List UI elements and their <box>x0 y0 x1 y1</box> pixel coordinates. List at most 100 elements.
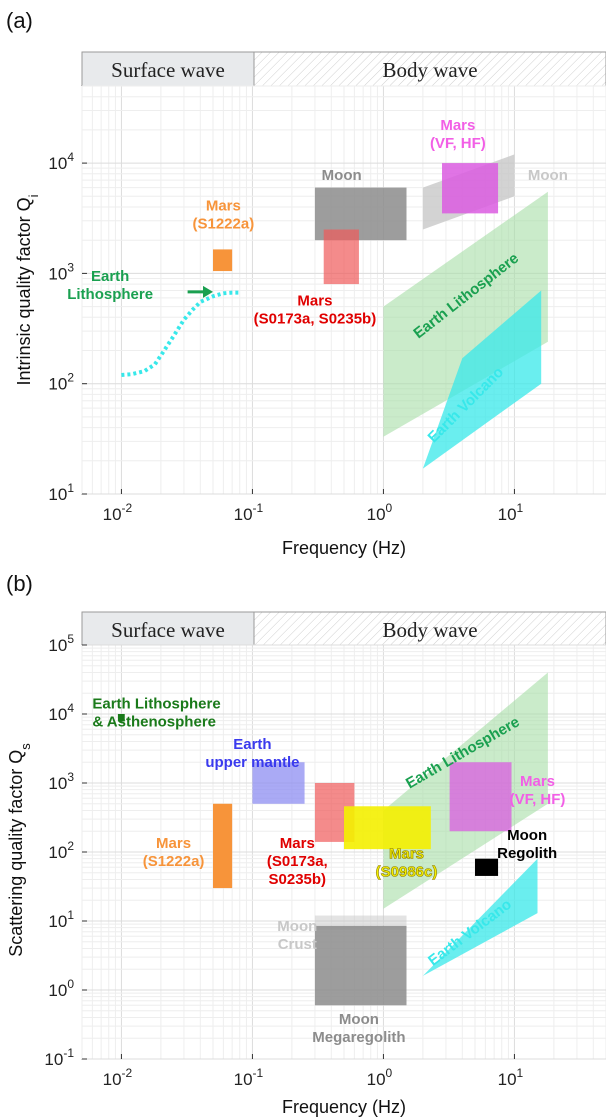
p0-y-tick-exp: 3 <box>67 260 74 274</box>
p1-y-tick-label: 103 <box>48 770 74 793</box>
x-axis-title-b: Frequency (Hz) <box>282 1097 406 1117</box>
p1-annotation-line: Regolith <box>497 845 557 862</box>
p0-x-tick-label: 101 <box>498 501 524 524</box>
p1-y-tick-label: 102 <box>48 839 74 862</box>
p1-y-tick-base: 10 <box>48 912 67 931</box>
p1-annotation-label: Mars (VF, HF) <box>510 773 566 808</box>
y-axis-title-b-main: Scattering quality factor Q <box>6 750 26 957</box>
p1-annotation-line: Moon <box>277 918 317 935</box>
p1-x-tick-label: 101 <box>498 1066 524 1089</box>
p1-x-tick-base: 10 <box>498 1070 517 1089</box>
data-marks-b <box>117 672 548 1006</box>
p1-y-tick-exp: 0 <box>67 977 74 991</box>
y-axis-title-b-sub: s <box>18 743 33 750</box>
p1-mars-vf-hf <box>449 762 512 832</box>
p1-y-tick-exp: 3 <box>67 770 74 784</box>
p1-annotation-line: upper mantle <box>205 754 299 771</box>
p0-annotation-line: (VF, HF) <box>430 135 486 152</box>
p1-x-tick-label: 10-2 <box>103 1066 133 1089</box>
surface-wave-label: Surface wave <box>111 58 225 82</box>
body-wave-band <box>253 51 606 87</box>
p1-annotation-line: (S1222a) <box>143 853 205 870</box>
p0-x-tick-base: 10 <box>498 505 517 524</box>
p1-y-tick-exp: 2 <box>67 839 74 853</box>
x-ticks-b: 10-2 10-1 100 101 <box>103 1054 524 1089</box>
p1-y-tick-label: 105 <box>48 632 74 655</box>
p1-y-tick-base: 10 <box>48 636 67 655</box>
body-wave-label-b: Body wave <box>382 618 477 642</box>
p1-earth-upper-mantle <box>252 762 305 804</box>
p0-mars-vf-hf <box>442 163 499 214</box>
p1-x-tick-base: 10 <box>234 1070 253 1089</box>
p1-annotation-line: (S0173a, <box>267 853 328 870</box>
p0-annotation-line: (S0173a, S0235b) <box>254 311 377 328</box>
panel-b: (b) Surface wave Body wave Earth Lithosp… <box>6 571 606 1117</box>
p1-annotation-line: Earth Lithosphere <box>92 696 220 713</box>
p1-annotation-line: Mars <box>520 773 555 790</box>
p1-earth-lithosphere-asthenosphere <box>117 714 125 722</box>
p1-annotation-line: Megaregolith <box>312 1029 405 1046</box>
p0-annotation-line: Mars <box>206 198 241 215</box>
p0-curve-earth-lithosphere <box>121 290 240 377</box>
p0-y-tick-label: 104 <box>48 150 74 173</box>
p1-annotation-label: Moon Megaregolith <box>312 1011 405 1046</box>
p1-mars-s1222a <box>213 803 233 889</box>
p1-y-tick-label: 104 <box>48 701 74 724</box>
p0-y-tick-label: 101 <box>48 481 74 504</box>
p0-y-tick-exp: 1 <box>67 481 74 495</box>
p0-x-tick-label: 10-2 <box>103 501 133 524</box>
p1-annotation-label: Mars (S0173a, S0235b) <box>267 835 328 888</box>
p0-y-tick-label: 103 <box>48 260 74 283</box>
p1-annotation-line: Crust <box>278 936 317 953</box>
data-marks-a <box>121 154 548 469</box>
surface-wave-label-b: Surface wave <box>111 618 225 642</box>
p1-x-tick-base: 10 <box>367 1070 386 1089</box>
p0-earth-lithosphere-band <box>383 191 548 437</box>
p0-annotation-line: Earth <box>91 268 129 285</box>
p0-annotation-line: (S1222a) <box>193 216 255 233</box>
p1-x-tick-exp: -1 <box>253 1066 264 1080</box>
p1-annotation-line: Mars <box>280 835 315 852</box>
p0-x-tick-label: 10-1 <box>234 501 264 524</box>
p0-annotation-line: Mars <box>297 293 332 310</box>
p1-x-tick-exp: 0 <box>386 1066 393 1080</box>
p1-earth-volcano-band <box>422 858 538 976</box>
p0-annotation-label: Moon <box>528 167 568 184</box>
p1-y-tick-base: 10 <box>48 774 67 793</box>
p0-annotation-line: Lithosphere <box>67 286 153 303</box>
p1-annotation-line: Mars <box>389 846 424 863</box>
p1-annotation-label: Moon Crust <box>277 918 317 953</box>
p0-y-tick-base: 10 <box>48 264 67 283</box>
y-axis-title-a-main: Intrinsic quality factor Q <box>14 197 34 385</box>
body-wave-band-b <box>253 611 606 646</box>
p1-x-tick-exp: 1 <box>517 1066 524 1080</box>
p0-y-tick-exp: 4 <box>67 150 74 164</box>
p0-annotation-label: Mars (VF, HF) <box>430 117 486 152</box>
p1-annotation-label: Mars (S1222a) <box>143 835 205 870</box>
p1-annotation-line: Moon <box>339 1011 379 1028</box>
y-axis-title-a: Intrinsic quality factor Qi <box>14 194 41 385</box>
p1-moon-megaregolith <box>314 925 407 1006</box>
p1-y-tick-base: 10 <box>48 843 67 862</box>
p1-annotation-label: Earth Lithosphere & Asthenosphere <box>92 696 220 731</box>
p1-moon-regolith <box>475 858 499 876</box>
y-axis-title-a-sub: i <box>26 194 41 197</box>
p1-annotation-label: Mars (S0986c) <box>376 846 438 881</box>
p0-y-tick-base: 10 <box>48 485 67 504</box>
p1-annotation-line: Earth <box>233 736 271 753</box>
p1-x-tick-label: 10-1 <box>234 1066 264 1089</box>
p0-annotation-line: Moon <box>528 167 568 184</box>
p0-y-tick-base: 10 <box>48 154 67 173</box>
p1-annotation-line: Mars <box>156 835 191 852</box>
p0-earth-volcano-band <box>422 290 542 469</box>
p0-x-tick-base: 10 <box>367 505 386 524</box>
x-axis-title-a: Frequency (Hz) <box>282 538 406 558</box>
p1-y-tick-exp: 1 <box>67 908 74 922</box>
p0-y-tick-label: 102 <box>48 371 74 394</box>
p0-mars-s1222a <box>213 249 233 272</box>
surface-wave-band <box>81 51 255 87</box>
panel-a: (a) Surface wave Body wave Mars (S1222a)E… <box>6 8 606 558</box>
